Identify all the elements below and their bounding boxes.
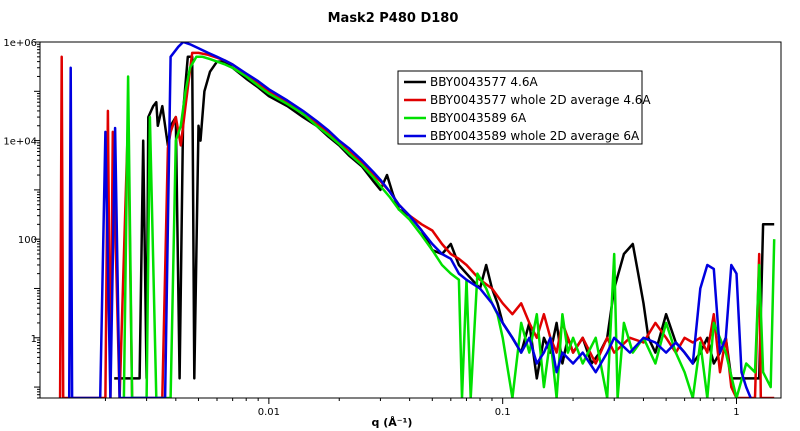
x-tick-label: 0.1 (495, 407, 511, 418)
legend-box (397, 70, 643, 145)
chart-title: Mask2 P480 D180 (328, 11, 459, 26)
series-line-3 (122, 55, 776, 398)
legend-label-1: BBY0043577 4.6A (430, 75, 538, 89)
x-axis-label: q (Å⁻¹) (372, 416, 413, 429)
series-line-4 (67, 42, 752, 398)
x-tick-label: 1 (733, 407, 739, 418)
series-layer (58, 42, 776, 398)
plot-frame (39, 41, 782, 399)
y-axis-ticks: 1 100 1e+04 1e+06 (3, 38, 40, 399)
legend: BBY0043577 4.6A BBY0043577 whole 2D avera… (397, 70, 651, 145)
y-tick-label: 1 (31, 334, 37, 345)
series-line-2 (58, 51, 775, 398)
legend-label-2: BBY0043577 whole 2D average 4.6A (430, 93, 651, 107)
legend-label-3: BBY0043589 6A (430, 111, 527, 125)
y-tick-label: 100 (18, 235, 37, 246)
legend-label-4: BBY0043589 whole 2D average 6A (430, 129, 640, 143)
y-tick-label: 1e+06 (3, 38, 37, 49)
x-tick-label: 0.01 (258, 407, 280, 418)
y-tick-label: 1e+04 (3, 137, 37, 148)
x-axis-ticks: 0.01 0.1 1 (104, 398, 740, 418)
